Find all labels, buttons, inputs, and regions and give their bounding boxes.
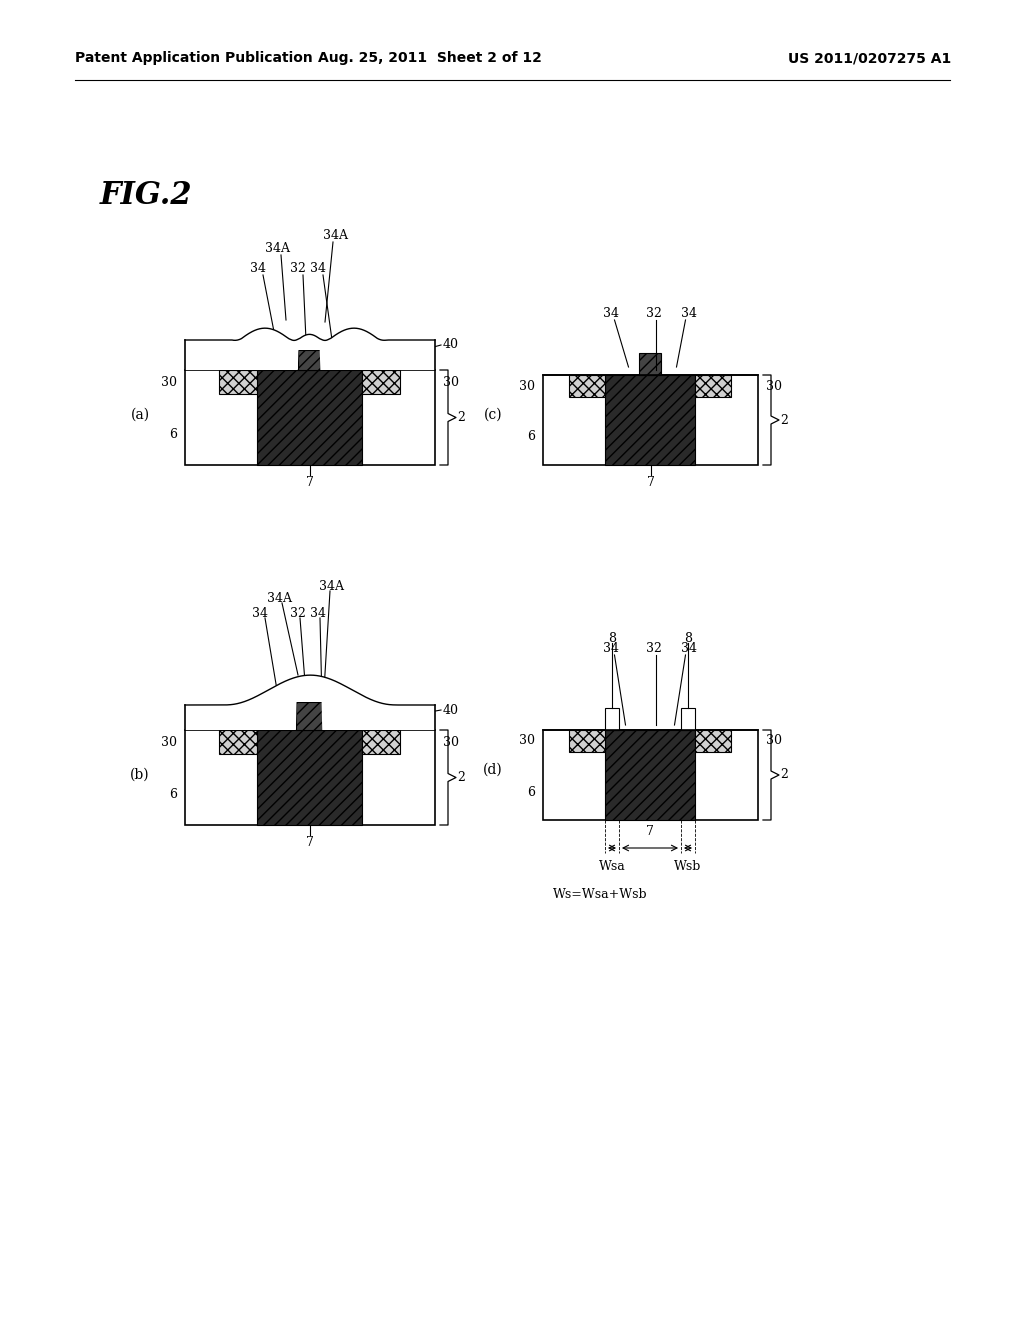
Text: 6: 6 xyxy=(527,785,535,799)
Text: 40: 40 xyxy=(443,704,459,717)
Text: 7: 7 xyxy=(646,825,654,838)
Bar xyxy=(605,730,695,820)
Bar xyxy=(543,375,758,465)
Bar xyxy=(298,350,319,370)
Text: 34: 34 xyxy=(250,261,266,275)
Text: 34A: 34A xyxy=(319,579,344,593)
Text: 2: 2 xyxy=(457,771,465,784)
Bar xyxy=(605,375,695,465)
Text: 34: 34 xyxy=(681,642,696,655)
Text: 30: 30 xyxy=(766,380,782,392)
Bar xyxy=(569,375,605,397)
Text: (c): (c) xyxy=(483,408,503,422)
Text: 32: 32 xyxy=(645,642,662,655)
Bar xyxy=(695,730,731,752)
Polygon shape xyxy=(185,675,435,730)
Text: 7: 7 xyxy=(306,837,314,850)
Text: (a): (a) xyxy=(130,408,150,422)
Text: (b): (b) xyxy=(130,768,150,781)
Text: 6: 6 xyxy=(527,430,535,444)
Text: 6: 6 xyxy=(169,429,177,441)
Bar xyxy=(219,730,257,754)
Text: 40: 40 xyxy=(443,338,459,351)
Bar xyxy=(185,730,435,825)
Text: 2: 2 xyxy=(780,768,787,781)
Text: 8: 8 xyxy=(608,632,616,645)
Text: FIG.2: FIG.2 xyxy=(100,180,193,210)
Text: 2: 2 xyxy=(457,411,465,424)
Bar xyxy=(605,708,618,730)
Text: 32: 32 xyxy=(645,308,662,319)
Text: 30: 30 xyxy=(161,735,177,748)
Bar xyxy=(219,370,257,393)
Text: 34: 34 xyxy=(310,261,326,275)
Bar xyxy=(362,370,400,393)
Bar xyxy=(543,730,758,820)
Bar xyxy=(296,702,322,730)
Text: 34: 34 xyxy=(681,308,696,319)
Text: 32: 32 xyxy=(290,261,306,275)
Text: 6: 6 xyxy=(169,788,177,801)
Text: 34A: 34A xyxy=(267,591,293,605)
Text: Patent Application Publication: Patent Application Publication xyxy=(75,51,312,65)
Polygon shape xyxy=(185,329,435,370)
Bar xyxy=(639,352,662,375)
Text: (d): (d) xyxy=(483,763,503,777)
Text: 34: 34 xyxy=(252,607,268,620)
Bar xyxy=(257,730,362,825)
Bar xyxy=(569,730,605,752)
Text: Wsa: Wsa xyxy=(599,861,626,873)
Text: 34: 34 xyxy=(602,308,618,319)
Text: 30: 30 xyxy=(443,375,459,388)
Text: 7: 7 xyxy=(646,477,654,490)
Text: Aug. 25, 2011  Sheet 2 of 12: Aug. 25, 2011 Sheet 2 of 12 xyxy=(318,51,542,65)
Bar xyxy=(695,375,731,397)
Text: 32: 32 xyxy=(290,607,306,620)
Text: 30: 30 xyxy=(766,734,782,747)
Bar xyxy=(257,370,362,465)
Text: 7: 7 xyxy=(306,477,314,490)
Text: 30: 30 xyxy=(161,375,177,388)
Bar xyxy=(362,730,400,754)
Text: 30: 30 xyxy=(519,734,535,747)
Bar xyxy=(681,708,695,730)
Text: 34A: 34A xyxy=(323,228,347,242)
Text: 8: 8 xyxy=(684,632,692,645)
Text: Ws=Wsa+Wsb: Ws=Wsa+Wsb xyxy=(553,888,647,902)
Text: 30: 30 xyxy=(443,735,459,748)
Text: US 2011/0207275 A1: US 2011/0207275 A1 xyxy=(788,51,951,65)
Text: 34: 34 xyxy=(310,607,326,620)
Text: 34A: 34A xyxy=(265,242,291,255)
Text: 34: 34 xyxy=(602,642,618,655)
Bar xyxy=(185,370,435,465)
Text: Wsb: Wsb xyxy=(675,861,701,873)
Text: 2: 2 xyxy=(780,413,787,426)
Text: 30: 30 xyxy=(519,380,535,392)
